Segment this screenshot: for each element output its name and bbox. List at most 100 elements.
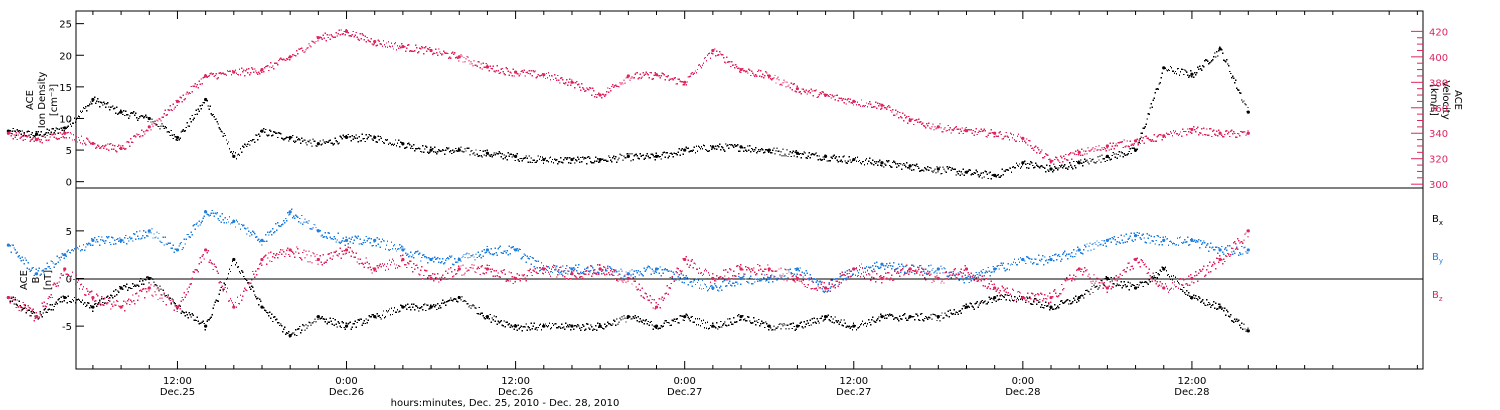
data-dot [321, 316, 323, 318]
data-dot [373, 43, 376, 45]
data-dot [291, 333, 293, 336]
data-dot [86, 138, 89, 140]
data-dot [642, 274, 644, 277]
data-point [767, 324, 771, 328]
data-dot [963, 174, 965, 176]
data-dot [357, 38, 359, 40]
data-dot [1125, 154, 1127, 156]
data-dot [294, 217, 296, 219]
data-dot [435, 258, 437, 260]
data-dot [50, 131, 53, 133]
data-dot [18, 131, 20, 134]
data-dot [188, 91, 190, 94]
data-dot [673, 318, 676, 321]
data-dot [554, 77, 557, 79]
data-dot [1183, 69, 1186, 71]
data-dot [528, 69, 531, 72]
data-dot [1005, 169, 1008, 171]
data-dot [534, 259, 537, 262]
data-dot [201, 83, 204, 85]
data-dot [1112, 142, 1114, 144]
data-dot [385, 139, 388, 141]
data-dot [414, 148, 417, 150]
data-dot [295, 214, 297, 216]
data-dot [1017, 299, 1020, 301]
data-dot [886, 161, 889, 163]
top-left-tick-label: 25 [59, 20, 72, 31]
data-point [1077, 150, 1081, 154]
data-dot [720, 53, 723, 56]
data-dot [971, 132, 973, 134]
data-dot [893, 114, 895, 116]
data-dot [1218, 129, 1220, 131]
legend-bz-label: B [1432, 290, 1439, 301]
data-dot [904, 114, 906, 116]
data-dot [542, 162, 545, 165]
data-point [626, 315, 630, 319]
data-dot [564, 322, 567, 324]
data-dot [1108, 157, 1110, 159]
data-dot [585, 270, 587, 273]
data-dot [661, 269, 663, 271]
data-dot [722, 323, 725, 325]
data-dot [219, 289, 222, 291]
data-dot [537, 326, 540, 329]
data-dot [1084, 293, 1086, 296]
data-dot [1131, 283, 1133, 286]
data-dot [1085, 150, 1087, 153]
data-dot [1066, 253, 1068, 255]
data-dot [115, 112, 117, 114]
data-dot [469, 256, 471, 259]
data-dot [260, 244, 263, 246]
data-dot [11, 132, 13, 135]
data-dot [146, 129, 148, 131]
data-dot [476, 256, 478, 259]
data-dot [806, 272, 808, 275]
data-dot [168, 298, 170, 300]
data-dot [356, 137, 358, 140]
data-dot [667, 321, 669, 324]
data-dot [303, 325, 305, 327]
data-dot [722, 149, 725, 151]
data-dot [37, 137, 39, 139]
data-dot [671, 319, 674, 322]
data-dot [1093, 284, 1095, 286]
data-dot [934, 314, 936, 316]
data-dot [381, 140, 384, 143]
data-dot [1216, 130, 1218, 132]
data-dot [1245, 134, 1247, 136]
data-dot [1172, 70, 1175, 72]
data-dot [778, 278, 780, 280]
data-dot [488, 154, 490, 156]
data-dot [1111, 236, 1113, 239]
data-dot [1030, 147, 1033, 150]
data-dot [236, 154, 239, 156]
data-dot [473, 256, 475, 258]
data-dot [1115, 285, 1117, 287]
data-dot [1233, 321, 1235, 323]
data-dot [386, 46, 389, 49]
data-dot [179, 96, 181, 99]
data-dot [238, 154, 241, 156]
data-dot [394, 139, 397, 141]
data-dot [623, 275, 625, 277]
data-dot [10, 132, 12, 135]
data-dot [510, 324, 512, 326]
data-dot [641, 76, 643, 78]
data-dot [335, 31, 337, 34]
data-dot [561, 161, 564, 164]
data-dot [654, 326, 656, 329]
data-dot [60, 296, 63, 299]
data-dot [1072, 301, 1074, 303]
data-dot [761, 147, 763, 150]
data-dot [565, 265, 568, 267]
data-point [288, 55, 292, 59]
data-dot [477, 312, 479, 315]
data-dot [523, 253, 526, 255]
data-dot [370, 38, 373, 40]
data-dot [1058, 307, 1060, 309]
data-dot [1029, 145, 1032, 147]
data-dot [585, 328, 587, 331]
data-point [457, 148, 461, 152]
data-dot [1031, 147, 1034, 150]
